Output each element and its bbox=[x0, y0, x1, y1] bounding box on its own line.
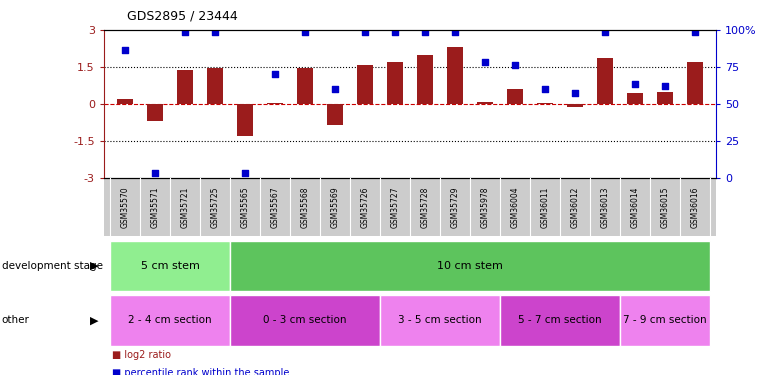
Point bbox=[209, 30, 221, 36]
Point bbox=[239, 170, 251, 176]
Text: GSM35565: GSM35565 bbox=[240, 186, 249, 228]
Text: GSM36015: GSM36015 bbox=[661, 186, 670, 228]
Bar bbox=[296, 68, 313, 104]
Text: 0 - 3 cm section: 0 - 3 cm section bbox=[263, 315, 346, 326]
Point bbox=[419, 30, 431, 36]
Text: ■ percentile rank within the sample: ■ percentile rank within the sample bbox=[112, 368, 289, 375]
Text: GSM35727: GSM35727 bbox=[390, 186, 400, 228]
Point bbox=[689, 30, 701, 36]
Text: GSM36012: GSM36012 bbox=[571, 186, 580, 228]
Bar bbox=[147, 104, 163, 122]
Point bbox=[449, 30, 461, 36]
Text: GSM35725: GSM35725 bbox=[210, 186, 219, 228]
Point bbox=[119, 47, 131, 53]
Text: GSM35729: GSM35729 bbox=[450, 186, 460, 228]
Text: 2 - 4 cm section: 2 - 4 cm section bbox=[128, 315, 212, 326]
Text: 3 - 5 cm section: 3 - 5 cm section bbox=[398, 315, 482, 326]
Text: GSM35721: GSM35721 bbox=[180, 186, 189, 228]
Text: 10 cm stem: 10 cm stem bbox=[437, 261, 503, 271]
Point bbox=[389, 30, 401, 36]
Bar bbox=[236, 104, 253, 136]
Bar bbox=[117, 99, 133, 104]
Bar bbox=[477, 102, 494, 104]
Bar bbox=[266, 103, 283, 104]
Point bbox=[269, 71, 281, 78]
Text: other: other bbox=[2, 315, 29, 326]
Point bbox=[569, 90, 581, 96]
Bar bbox=[537, 103, 554, 104]
Point bbox=[359, 30, 371, 36]
Point bbox=[329, 86, 341, 92]
Text: GSM35728: GSM35728 bbox=[420, 186, 430, 228]
Bar bbox=[507, 89, 524, 104]
Text: 5 - 7 cm section: 5 - 7 cm section bbox=[518, 315, 602, 326]
Point bbox=[539, 86, 551, 92]
Bar bbox=[417, 55, 434, 104]
Bar bbox=[567, 104, 584, 106]
Text: ■ log2 ratio: ■ log2 ratio bbox=[112, 350, 171, 360]
Text: GSM36014: GSM36014 bbox=[631, 186, 640, 228]
Bar bbox=[357, 64, 373, 104]
Bar bbox=[657, 92, 673, 104]
Point bbox=[599, 30, 611, 36]
Text: development stage: development stage bbox=[2, 261, 102, 271]
Text: ▶: ▶ bbox=[89, 315, 99, 326]
Bar bbox=[447, 47, 464, 104]
Text: 5 cm stem: 5 cm stem bbox=[141, 261, 199, 271]
Text: GSM35569: GSM35569 bbox=[330, 186, 340, 228]
Text: GSM35568: GSM35568 bbox=[300, 186, 310, 228]
Point bbox=[509, 62, 521, 68]
Point bbox=[479, 59, 491, 65]
Bar bbox=[627, 93, 643, 104]
Text: GSM35726: GSM35726 bbox=[360, 186, 370, 228]
Text: GSM36016: GSM36016 bbox=[691, 186, 700, 228]
Bar bbox=[206, 68, 223, 104]
Bar bbox=[597, 58, 614, 104]
Text: GSM36013: GSM36013 bbox=[601, 186, 610, 228]
Point bbox=[659, 82, 671, 88]
Text: 7 - 9 cm section: 7 - 9 cm section bbox=[623, 315, 707, 326]
Text: GSM35571: GSM35571 bbox=[150, 186, 159, 228]
Point bbox=[299, 30, 311, 36]
Text: GSM35978: GSM35978 bbox=[480, 186, 490, 228]
Text: ▶: ▶ bbox=[89, 261, 99, 271]
Text: GSM35570: GSM35570 bbox=[120, 186, 129, 228]
Bar bbox=[326, 104, 343, 125]
Text: GSM36011: GSM36011 bbox=[541, 186, 550, 228]
Point bbox=[179, 30, 191, 36]
Bar bbox=[177, 69, 193, 104]
Text: GSM35567: GSM35567 bbox=[270, 186, 280, 228]
Text: GSM36004: GSM36004 bbox=[511, 186, 520, 228]
Point bbox=[149, 170, 161, 176]
Bar bbox=[387, 62, 403, 104]
Bar bbox=[687, 62, 703, 104]
Point bbox=[629, 81, 641, 87]
Text: GDS2895 / 23444: GDS2895 / 23444 bbox=[127, 9, 238, 22]
